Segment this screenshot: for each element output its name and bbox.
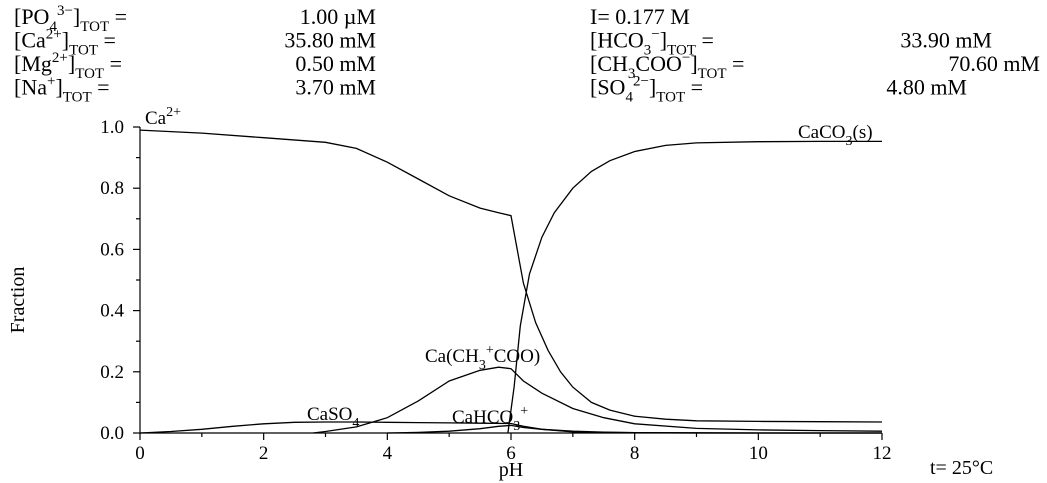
- y-ticks: 0.0 0.2 0.4 0.6 0.8 1.0: [100, 117, 140, 444]
- header-conc-value-3: 3.70 mM: [295, 75, 376, 100]
- series-line-ca: [139, 129, 883, 423]
- header-conc-right-2: [SO42−]TOT =: [590, 74, 703, 106]
- header-right-concentrations: [HCO3−]TOT = 33.90 mM [CH3COO−]TOT = 70.60 …: [590, 27, 1040, 106]
- header-conc-value-0: 1.00 µM: [300, 4, 376, 29]
- x-ticks: 0 2 4 6 8 10 12: [135, 433, 892, 464]
- header-left-concentrations: [PO43−]TOT = 1.00 µM [Ca2+]TOT = 35.80 mM [M…: [14, 3, 376, 106]
- series-label-caco3-s: CaCO3(s): [798, 122, 873, 149]
- y-tick-label: 0.4: [100, 301, 124, 322]
- series-label-ca-ch3coo: Ca(CH3+COO): [425, 343, 540, 373]
- series-line-ca-ch3coo: [313, 366, 883, 434]
- header-conc-value-1: 35.80 mM: [284, 28, 376, 53]
- temperature-label: t= 25°C: [930, 457, 993, 479]
- y-tick-label: 0.6: [100, 239, 124, 260]
- header-conc-right-value-2: 4.80 mM: [886, 75, 967, 100]
- x-tick-label: 4: [383, 443, 393, 464]
- header-conc-3: [Na+]TOT =: [14, 74, 110, 106]
- x-axis-label: pH: [499, 459, 523, 481]
- y-tick-label: 0.8: [100, 178, 124, 199]
- series-label-ca: Ca2+: [145, 105, 181, 129]
- series-label-cahco3: CaHCO3+: [452, 404, 528, 434]
- y-tick-label: 0.2: [100, 362, 124, 383]
- header-conc-right-value-0: 33.90 mM: [900, 28, 992, 53]
- x-tick-label: 0: [135, 443, 145, 464]
- y-tick-label: 1.0: [100, 117, 124, 138]
- header-conc-right-0: [HCO3−]TOT =: [590, 27, 714, 59]
- y-axis-label: Fraction: [7, 267, 29, 334]
- x-tick-label: 6: [506, 443, 516, 464]
- x-tick-label: 8: [630, 443, 640, 464]
- header-conc-1: [Ca2+]TOT =: [14, 27, 116, 59]
- series-line-caco3-s: [507, 140, 882, 434]
- series-line-cahco3: [387, 424, 882, 434]
- x-tick-label: 10: [749, 443, 768, 464]
- header-conc-right-value-1: 70.60 mM: [948, 51, 1040, 76]
- header-conc-right-1: [CH3COO−]TOT =: [590, 50, 744, 82]
- y-tick-label: 0.0: [100, 423, 124, 444]
- header-conc-0: [PO43−]TOT =: [14, 3, 127, 35]
- series-curves: [139, 129, 883, 434]
- x-tick-label: 12: [873, 443, 892, 464]
- ionic-strength-label: I= 0.177 M: [590, 4, 690, 29]
- series-label-caso4: CaSO4: [307, 404, 359, 431]
- x-tick-label: 2: [259, 443, 269, 464]
- header-conc-2: [Mg2+]TOT =: [14, 50, 122, 82]
- axes: [139, 127, 882, 434]
- series-labels: Ca2+ CaCO3(s) Ca(CH3+COO) CaSO4 CaHCO3+: [145, 105, 873, 434]
- header-conc-value-2: 0.50 mM: [295, 51, 376, 76]
